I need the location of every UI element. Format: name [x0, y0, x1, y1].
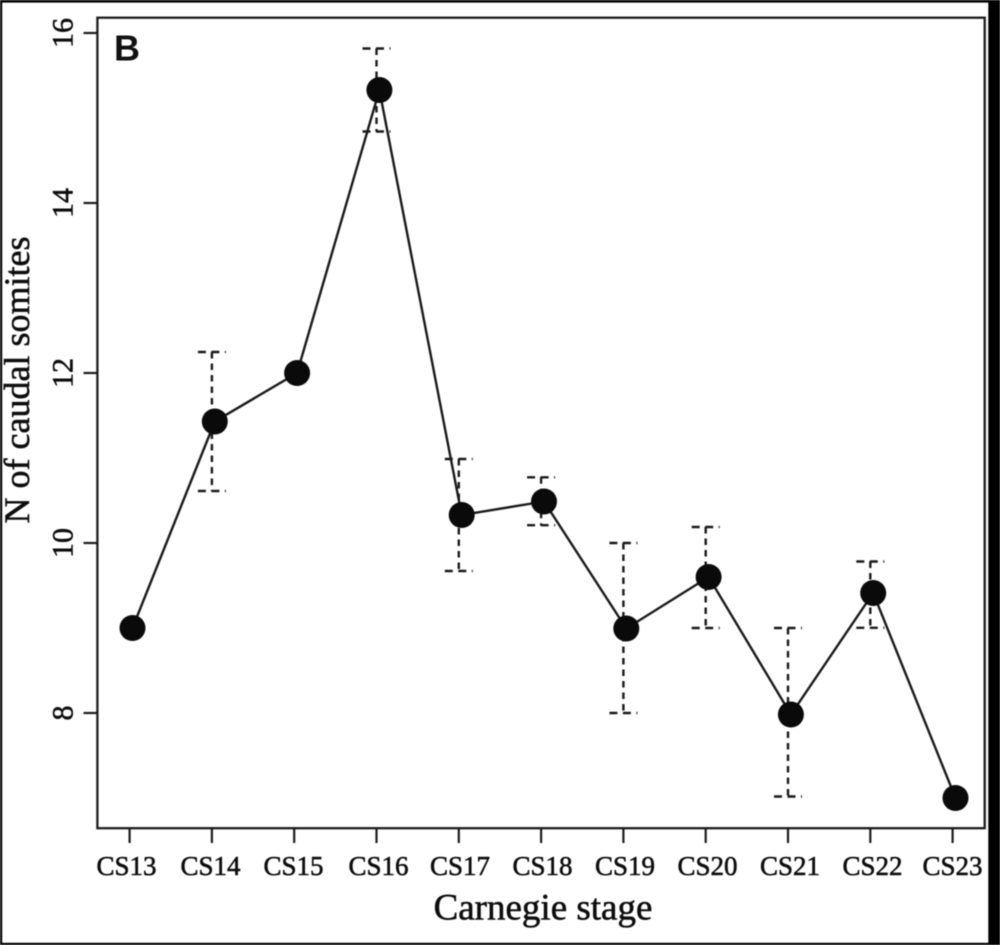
svg-text:B: B — [114, 28, 140, 69]
svg-text:CS13: CS13 — [96, 851, 156, 881]
svg-text:CS19: CS19 — [595, 851, 655, 881]
svg-text:12: 12 — [47, 358, 80, 388]
svg-text:CS14: CS14 — [180, 851, 241, 881]
svg-text:14: 14 — [47, 188, 80, 218]
svg-text:CS22: CS22 — [842, 851, 902, 881]
svg-text:Carnegie stage: Carnegie stage — [434, 888, 653, 929]
svg-text:CS16: CS16 — [348, 851, 408, 881]
svg-text:16: 16 — [47, 18, 80, 48]
svg-text:8: 8 — [47, 706, 80, 721]
svg-text:10: 10 — [47, 528, 80, 558]
svg-text:CS15: CS15 — [263, 851, 323, 881]
svg-text:CS18: CS18 — [512, 851, 572, 881]
svg-text:CS17: CS17 — [430, 851, 490, 881]
svg-text:N of caudal somites: N of caudal somites — [0, 237, 37, 524]
svg-text:CS23: CS23 — [922, 851, 982, 881]
svg-text:CS20: CS20 — [677, 851, 737, 881]
svg-text:CS21: CS21 — [760, 851, 820, 881]
